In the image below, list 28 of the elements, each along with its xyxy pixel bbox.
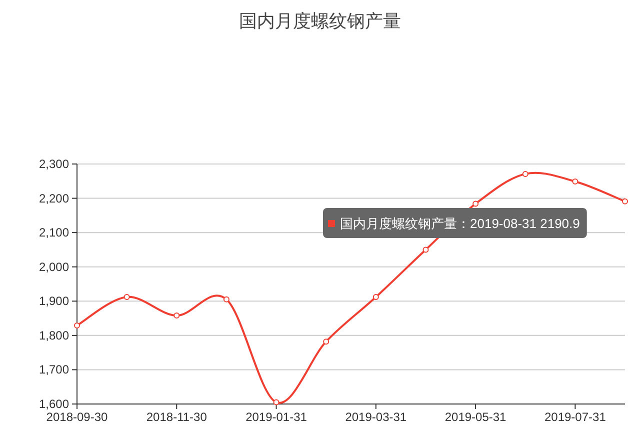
y-tick-label: 1,900	[38, 294, 70, 308]
x-tick-label: 2019-05-31	[444, 410, 507, 424]
point	[223, 296, 230, 302]
point	[323, 338, 330, 345]
point	[74, 322, 80, 328]
y-tick-label: 1,800	[38, 328, 70, 342]
point	[174, 312, 180, 319]
y-tick-label: 2,200	[38, 191, 70, 206]
y-tick-label: 2,000	[38, 260, 70, 274]
x-tick-label: 2019-01-31	[246, 410, 308, 424]
annotation: 国内月度螺纹钢产量：2019-08-31 2190.9	[340, 216, 580, 231]
y-tick-label: 1,700	[38, 362, 70, 377]
point	[273, 399, 280, 406]
point	[124, 294, 130, 300]
y-tick-label: 2,100	[38, 226, 70, 240]
point	[472, 200, 479, 207]
y-tick-label: 2,300	[38, 157, 70, 171]
x-tick-label: 2019-07-31	[544, 410, 606, 424]
point	[422, 246, 429, 253]
point	[372, 294, 379, 300]
point	[622, 198, 628, 204]
chart-title: 国内月度螺纹钢产量	[239, 11, 401, 31]
x-tick-label: 2018-11-30	[146, 410, 208, 424]
point	[572, 178, 578, 184]
point	[522, 170, 528, 177]
x-tick-label: 2019-03-31	[345, 410, 407, 424]
y-tick-label: 1,600	[38, 397, 70, 411]
x-tick-label: 2018-09-30	[46, 410, 108, 424]
